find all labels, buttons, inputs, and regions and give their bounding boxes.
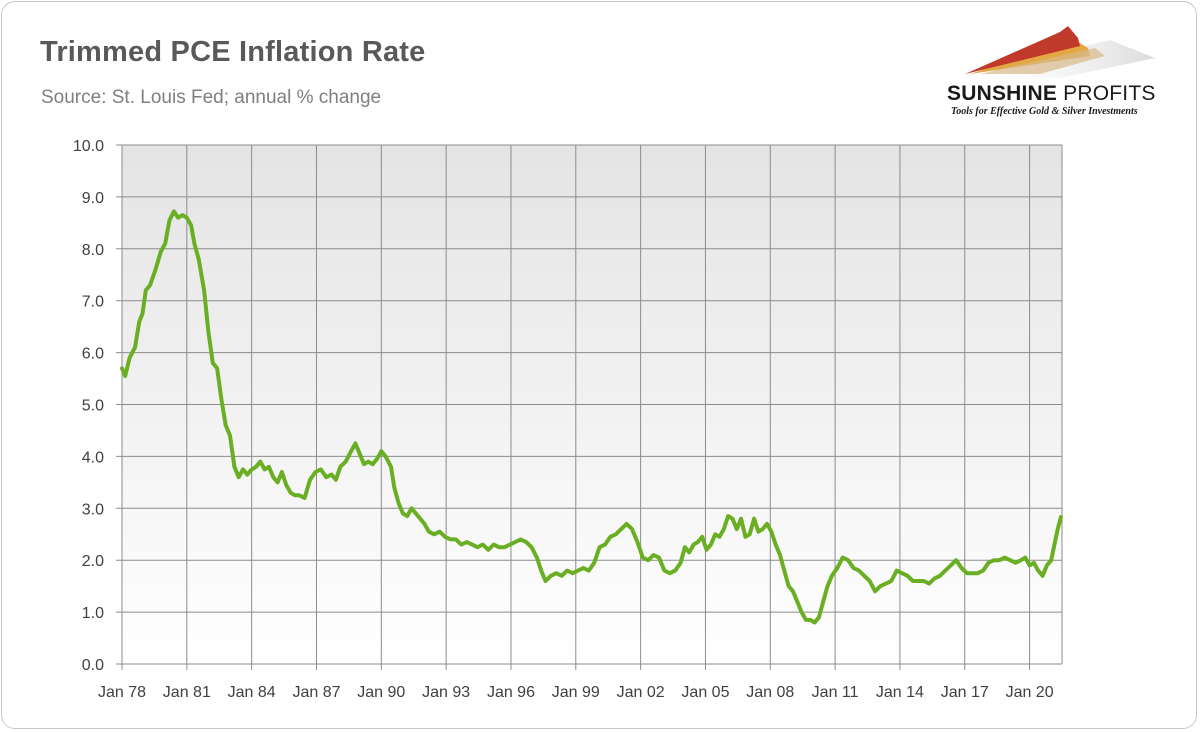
x-tick-label: Jan 90 (357, 684, 405, 701)
x-tick-label: Jan 05 (681, 684, 729, 701)
x-tick-label: Jan 14 (876, 684, 924, 701)
x-tick-label: Jan 99 (552, 684, 600, 701)
logo-brand-light: PROFITS (1063, 82, 1156, 105)
y-tick-label: 1.0 (82, 605, 104, 622)
x-tick-label: Jan 11 (812, 684, 859, 701)
x-tick-label: Jan 84 (228, 684, 276, 701)
chart-subtitle: Source: St. Louis Fed; annual % change (41, 87, 382, 108)
y-tick-label: 6.0 (82, 346, 104, 363)
y-tick-label: 10.0 (73, 138, 104, 155)
y-tick-label: 2.0 (82, 553, 104, 570)
x-tick-label: Jan 17 (941, 684, 989, 701)
x-tick-label: Jan 96 (487, 684, 535, 701)
x-tick-label: Jan 08 (746, 684, 794, 701)
y-tick-label: 8.0 (82, 242, 104, 259)
y-tick-label: 7.0 (82, 294, 104, 311)
x-tick-label: Jan 78 (98, 684, 146, 701)
logo-brand: SUNSHINE PROFITS (947, 82, 1156, 106)
y-tick-label: 5.0 (82, 398, 104, 415)
x-tick-label: Jan 20 (1006, 684, 1054, 701)
logo-tan-ray (980, 48, 1105, 74)
sunshine-profits-logo-icon (960, 26, 1155, 78)
x-tick-label: Jan 02 (617, 684, 665, 701)
logo-brand-bold: SUNSHINE (947, 82, 1058, 105)
y-tick-label: 0.0 (82, 657, 104, 674)
logo-red-ray (965, 26, 1080, 74)
logo-tagline: Tools for Effective Gold & Silver Invest… (951, 106, 1138, 117)
y-tick-label: 4.0 (82, 449, 104, 466)
series-line (120, 209, 1063, 625)
y-tick-label: 9.0 (82, 190, 104, 207)
chart-title: Trimmed PCE Inflation Rate (40, 36, 426, 68)
x-tick-label: Jan 93 (422, 684, 470, 701)
y-tick-label: 3.0 (82, 501, 104, 518)
x-tick-label: Jan 81 (163, 684, 211, 701)
x-tick-label: Jan 87 (292, 684, 340, 701)
